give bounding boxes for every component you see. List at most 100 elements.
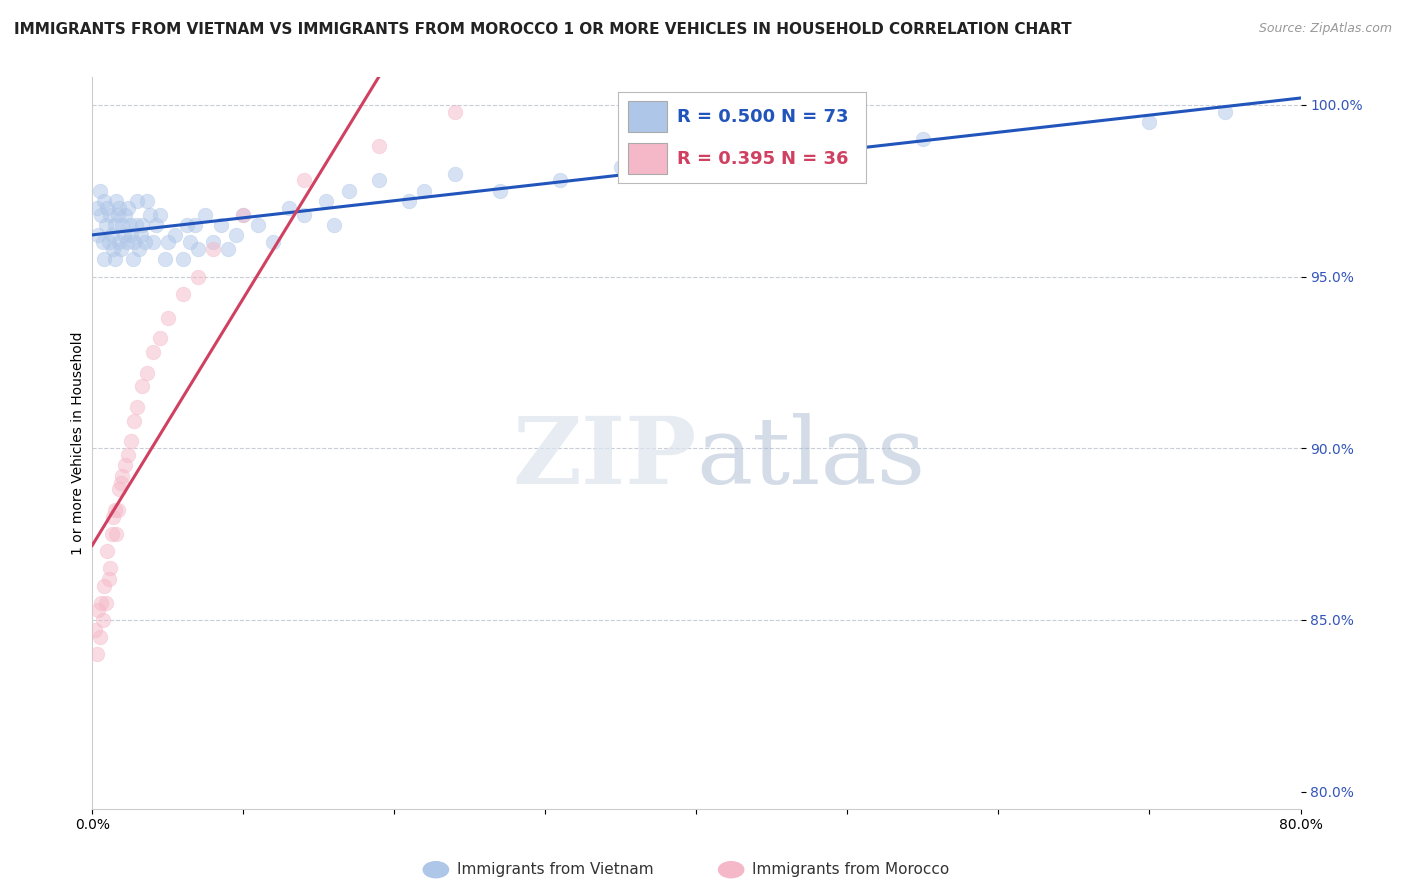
Point xyxy=(135,366,157,380)
Point xyxy=(277,201,299,215)
Point xyxy=(97,572,120,586)
Point xyxy=(165,228,187,243)
Point xyxy=(98,208,121,222)
Point xyxy=(443,167,465,181)
Point xyxy=(94,218,117,232)
Point xyxy=(202,235,225,250)
Point xyxy=(610,160,633,174)
Point xyxy=(232,208,254,222)
Point xyxy=(108,483,131,497)
Point xyxy=(91,613,114,627)
Point xyxy=(135,194,157,208)
Point xyxy=(322,218,344,232)
Point xyxy=(96,201,118,215)
Point xyxy=(127,194,149,208)
Point xyxy=(149,208,172,222)
Point xyxy=(93,194,115,208)
Point xyxy=(86,647,108,661)
Point xyxy=(108,201,131,215)
Point xyxy=(97,235,120,250)
Y-axis label: 1 or more Vehicles in Household: 1 or more Vehicles in Household xyxy=(72,331,86,555)
Point xyxy=(292,208,315,222)
Point xyxy=(129,228,152,243)
Point xyxy=(96,544,118,558)
Point xyxy=(138,208,160,222)
Point xyxy=(217,242,239,256)
Point xyxy=(156,235,179,250)
Point xyxy=(315,194,337,208)
Point xyxy=(127,400,149,414)
Point xyxy=(125,218,148,232)
Point xyxy=(90,596,112,610)
Point xyxy=(89,184,111,198)
Point xyxy=(98,561,121,575)
Point xyxy=(110,475,132,490)
Point xyxy=(118,218,141,232)
Point xyxy=(368,173,391,187)
Point xyxy=(120,434,142,449)
Point xyxy=(225,228,247,243)
Point xyxy=(413,184,436,198)
Point xyxy=(124,235,146,250)
Point xyxy=(103,509,125,524)
Point xyxy=(117,201,139,215)
Point xyxy=(176,218,198,232)
Point xyxy=(1139,115,1161,129)
Point xyxy=(111,218,134,232)
Text: atlas: atlas xyxy=(696,413,925,503)
Point xyxy=(745,139,768,153)
Text: IMMIGRANTS FROM VIETNAM VS IMMIGRANTS FROM MOROCCO 1 OR MORE VEHICLES IN HOUSEHO: IMMIGRANTS FROM VIETNAM VS IMMIGRANTS FR… xyxy=(14,22,1071,37)
Point xyxy=(142,345,165,359)
Point xyxy=(104,503,127,517)
Point xyxy=(443,104,465,119)
Point xyxy=(134,235,156,250)
Text: Immigrants from Vietnam: Immigrants from Vietnam xyxy=(457,863,654,877)
Point xyxy=(145,218,167,232)
Point xyxy=(124,414,146,428)
Point xyxy=(89,630,111,644)
Point xyxy=(114,208,136,222)
Point xyxy=(187,269,209,284)
Point xyxy=(194,208,217,222)
Point xyxy=(107,208,129,222)
Point xyxy=(108,235,131,250)
Point xyxy=(153,252,176,267)
Point xyxy=(103,242,125,256)
Text: Immigrants from Morocco: Immigrants from Morocco xyxy=(752,863,949,877)
Point xyxy=(104,218,127,232)
Point xyxy=(337,184,360,198)
Point xyxy=(105,527,128,541)
Point xyxy=(120,228,142,243)
Point xyxy=(172,286,194,301)
Point xyxy=(104,252,127,267)
Point xyxy=(87,602,110,616)
Point xyxy=(107,503,129,517)
Point xyxy=(911,132,934,146)
Point xyxy=(131,218,153,232)
Point xyxy=(142,235,165,250)
Point xyxy=(398,194,420,208)
Point xyxy=(93,252,115,267)
Point xyxy=(110,242,132,256)
Point xyxy=(149,331,172,345)
Point xyxy=(179,235,201,250)
Point xyxy=(87,228,110,243)
Point xyxy=(84,623,107,637)
Point xyxy=(1213,104,1236,119)
Point xyxy=(232,208,254,222)
Text: Source: ZipAtlas.com: Source: ZipAtlas.com xyxy=(1258,22,1392,36)
Point xyxy=(172,252,194,267)
Point xyxy=(262,235,284,250)
Point xyxy=(202,242,225,256)
Point xyxy=(101,527,124,541)
Point xyxy=(114,458,136,473)
Point xyxy=(128,242,150,256)
Point xyxy=(101,228,124,243)
Point xyxy=(91,235,114,250)
Point xyxy=(247,218,270,232)
Text: ZIP: ZIP xyxy=(512,413,696,503)
Point xyxy=(131,379,153,393)
Point xyxy=(115,235,138,250)
Point xyxy=(209,218,232,232)
Point xyxy=(292,173,315,187)
